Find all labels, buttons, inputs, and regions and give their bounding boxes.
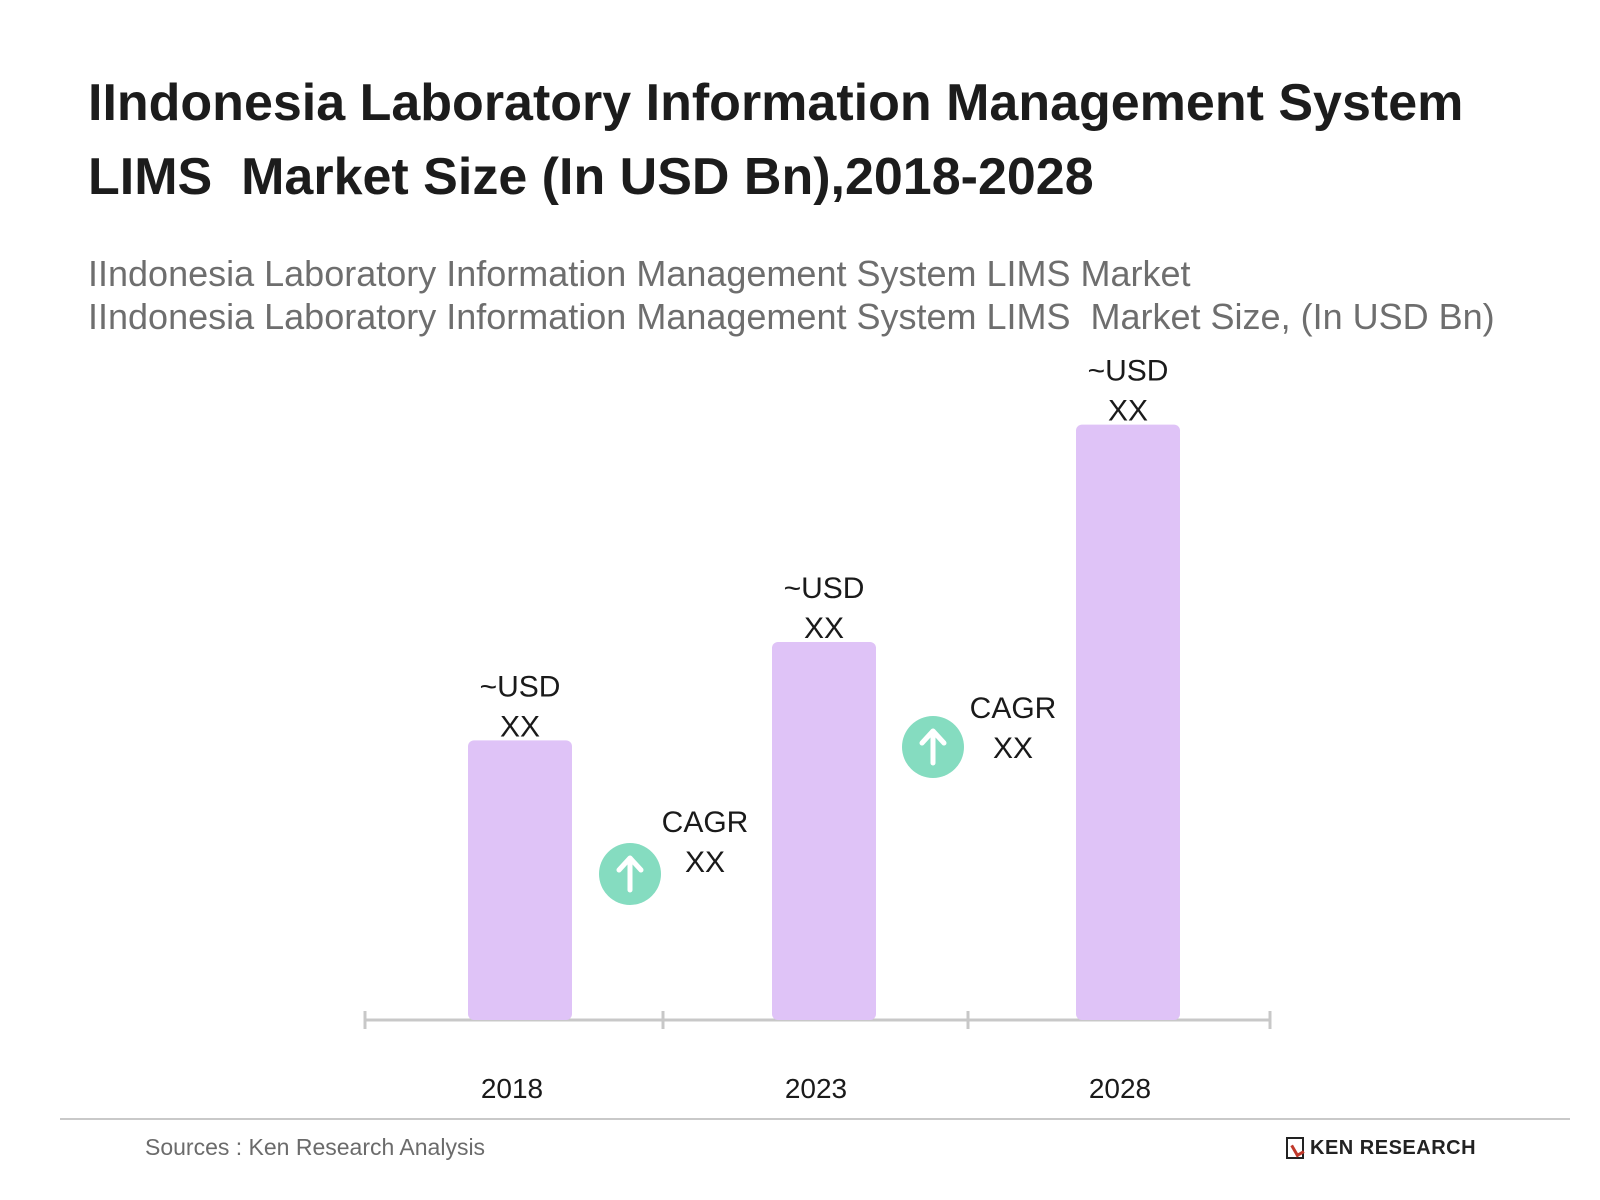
footer-divider [60,1118,1570,1120]
chart-subtitle: IIndonesia Laboratory Information Manage… [88,252,1588,338]
chart-title-line-1: IIndonesia Laboratory Information Manage… [88,74,1464,132]
arrow-up-head [616,855,644,873]
cagr-label: XX [993,732,1033,765]
brand: KEN RESEARCH [1286,1134,1476,1162]
bar-value-label: XX [500,710,540,743]
bar-value-label: ~USD [480,670,561,703]
x-tick-label: 2023 [785,1073,847,1104]
bar-2028 [1076,424,1180,1020]
bar-value-label: XX [1108,395,1148,428]
cagr-label: CAGR [662,806,749,839]
ken-research-logo-icon [1286,1137,1304,1159]
bar-value-label: ~USD [1088,355,1169,388]
cagr-label: XX [685,846,725,879]
chart-title-line-2: LIMS Market Size (In USD Bn),2018-2028 [88,148,1094,206]
cagr-label: CAGR [970,692,1057,725]
x-tick-label: 2028 [1089,1073,1151,1104]
brand-name: KEN RESEARCH [1310,1136,1477,1159]
chart-subtitle-line-2: IIndonesia Laboratory Information Manage… [88,296,1495,337]
chart-title: IIndonesia Laboratory Information Manage… [88,66,1568,214]
source-note: Sources : Ken Research Analysis [145,1134,486,1160]
x-tick-label: 2018 [481,1073,543,1104]
bar-value-label: ~USD [784,572,865,605]
bar-value-label: XX [804,612,844,645]
bar-2023 [772,642,876,1020]
arrow-up-head [919,728,947,746]
chart-subtitle-line-1: IIndonesia Laboratory Information Manage… [88,253,1191,294]
bar-2018 [468,740,572,1020]
